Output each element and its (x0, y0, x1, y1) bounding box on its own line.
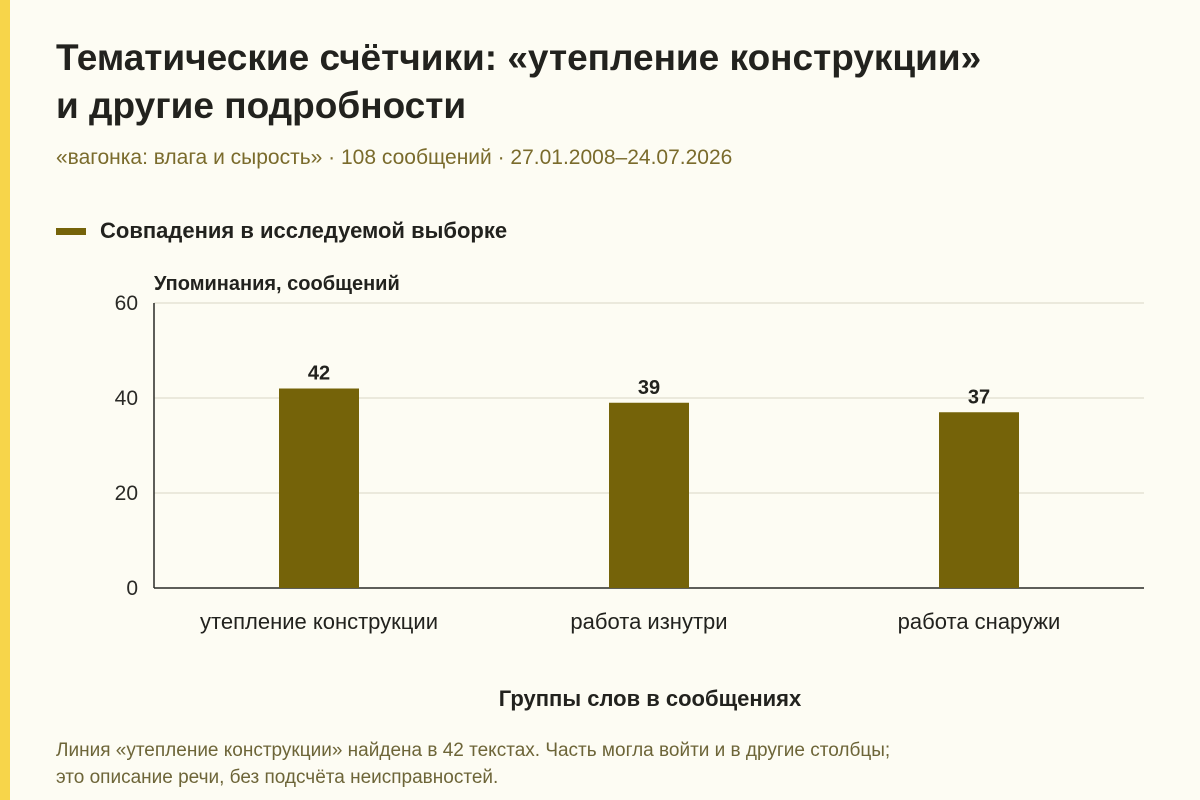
bar (279, 388, 359, 588)
accent-stripe (0, 0, 10, 800)
y-tick-label: 20 (115, 482, 138, 505)
footnote: Линия «утепление конструкции» найдена в … (56, 737, 1056, 791)
bar-value-label: 39 (638, 377, 660, 399)
x-tick-label: работа изнутри (570, 609, 727, 634)
y-axis-title: Упоминания, сообщений (154, 273, 400, 295)
y-tick-label: 40 (115, 387, 138, 410)
x-tick-label: работа снаружи (898, 609, 1061, 634)
legend: Совпадения в исследуемой выборке (56, 218, 507, 244)
bar-value-label: 37 (968, 386, 990, 408)
legend-label: Совпадения в исследуемой выборке (100, 218, 508, 243)
chart-subtitle: «вагонка: влага и сырость» · 108 сообщен… (56, 146, 733, 169)
chart-title: Тематические счётчики: «утепление констр… (56, 34, 1156, 130)
bar (609, 402, 689, 588)
footnote-line-2: это описание речи, без подсчёта неисправ… (56, 767, 499, 788)
title-line-1: Тематические счётчики: «утепление констр… (56, 37, 982, 78)
bar-value-label: 42 (308, 363, 330, 385)
legend-swatch (56, 227, 86, 235)
x-tick-label: утепление конструкции (200, 609, 438, 634)
y-tick-label: 60 (115, 292, 138, 315)
bar (939, 412, 1019, 588)
footnote-line-1: Линия «утепление конструкции» найдена в … (56, 740, 891, 761)
y-tick-label: 0 (126, 577, 138, 600)
title-line-2: и другие подробности (56, 85, 467, 126)
x-axis-title: Группы слов в сообщениях (498, 686, 802, 711)
